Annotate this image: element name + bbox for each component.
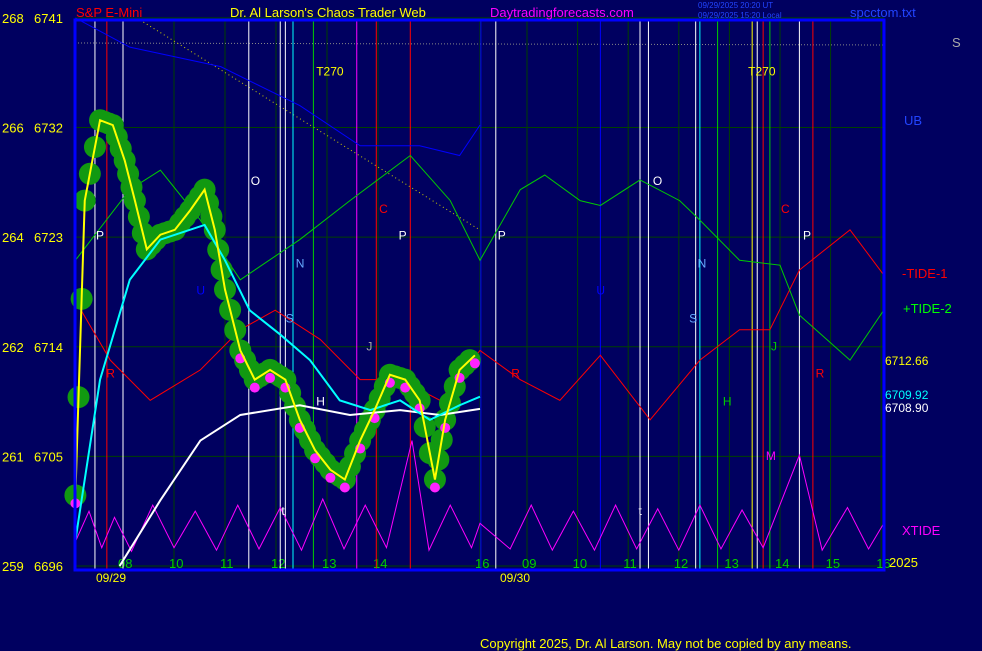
x-tick: 12 xyxy=(271,556,285,571)
annotation: R xyxy=(106,366,115,380)
last-price: 6712.66 xyxy=(885,354,929,368)
annotation: H xyxy=(723,394,732,408)
site-link[interactable]: Daytradingforecasts.com xyxy=(490,5,634,20)
x-tick: 10 xyxy=(169,556,183,571)
x-tick: 12 xyxy=(674,556,688,571)
annotation: P xyxy=(96,229,104,243)
annotation: P xyxy=(399,229,407,243)
y-tick-right: 6696 xyxy=(34,559,63,574)
y-tick-right: 6741 xyxy=(34,11,63,26)
y-tick-left: 262 xyxy=(2,340,24,355)
x-tick: 08 xyxy=(118,556,132,571)
price-dot xyxy=(469,358,480,369)
annotation: P xyxy=(498,229,506,243)
annotation: C xyxy=(379,202,388,216)
annotation: N xyxy=(296,257,305,271)
annotation: R xyxy=(816,366,825,380)
y-tick-right: 6714 xyxy=(34,340,63,355)
x-tick: 09 xyxy=(522,556,536,571)
tide1-line xyxy=(74,229,885,421)
price-dot xyxy=(339,482,350,493)
time-local: 09/29/2025 15:20 Local xyxy=(698,11,782,20)
label-tide2: +TIDE-2 xyxy=(903,301,952,316)
annotation: J xyxy=(771,340,777,354)
copyright: Copyright 2025, Dr. Al Larson. May not b… xyxy=(480,636,852,651)
price-dot xyxy=(400,382,411,393)
y-tick-left: 259 xyxy=(2,559,24,574)
x-tick: 11 xyxy=(623,556,637,571)
date-label: 09/30 xyxy=(500,571,530,585)
price-dot xyxy=(310,453,321,464)
x-tick: 15 xyxy=(826,556,840,571)
price-dot xyxy=(429,482,440,493)
x-tick: 16 xyxy=(475,556,489,571)
x-tick: 10 xyxy=(573,556,587,571)
y-tick-left: 268 xyxy=(2,11,24,26)
annotation: H xyxy=(316,394,325,408)
y-tick-right: 6732 xyxy=(34,121,63,136)
year-label: 2025 xyxy=(889,555,918,570)
annotation: M xyxy=(766,449,776,463)
annotation: t xyxy=(639,504,643,518)
x-tick: 11 xyxy=(220,556,234,571)
time-ut: 09/29/2025 20:20 UT xyxy=(698,1,774,10)
y-tick-left: 266 xyxy=(2,121,24,136)
annotation: R xyxy=(511,366,520,380)
symbol-label: S&P E-Mini xyxy=(76,5,143,20)
y-tick-right: 6705 xyxy=(34,449,63,464)
x-tick: 13 xyxy=(322,556,336,571)
file-name: spcctom.txt xyxy=(850,5,916,20)
chart-title: Dr. Al Larson's Chaos Trader Web xyxy=(230,5,426,20)
xtide-line xyxy=(74,440,885,553)
price-line xyxy=(74,118,476,496)
ma-fast-value: 6709.92 xyxy=(885,388,929,402)
x-tick: 13 xyxy=(724,556,738,571)
annotation: N xyxy=(698,257,707,271)
annotation: U xyxy=(196,284,205,298)
label-tide1: -TIDE-1 xyxy=(902,266,948,281)
ma-slow-value: 6708.90 xyxy=(885,401,929,415)
label-s: S xyxy=(952,35,961,50)
ma-slow-line xyxy=(118,404,481,567)
price-dot xyxy=(249,382,260,393)
annotation: U xyxy=(596,284,605,298)
chart-frame xyxy=(73,18,886,572)
annotation: t xyxy=(281,504,285,518)
x-tick: 14 xyxy=(775,556,789,571)
label-xtide: XTIDE xyxy=(902,523,941,538)
price-dot xyxy=(265,372,276,383)
y-tick-left: 264 xyxy=(2,230,24,245)
date-label: 09/29 xyxy=(96,571,126,585)
annotation: S xyxy=(689,312,697,326)
annotation: O xyxy=(251,174,260,188)
annotation: P xyxy=(803,229,811,243)
y-tick-left: 261 xyxy=(2,449,24,464)
annotation: J xyxy=(366,340,372,354)
ub-line xyxy=(75,17,481,157)
y-tick-right: 6723 xyxy=(34,230,63,245)
label-ub: UB xyxy=(904,113,923,128)
annotation: T270 xyxy=(316,64,344,78)
ma-fast-line xyxy=(74,223,481,541)
annotation: S xyxy=(286,312,294,326)
price-dot xyxy=(325,472,336,483)
annotation: T270 xyxy=(748,64,776,78)
annotation: C xyxy=(781,202,790,216)
annotation: O xyxy=(653,174,662,188)
